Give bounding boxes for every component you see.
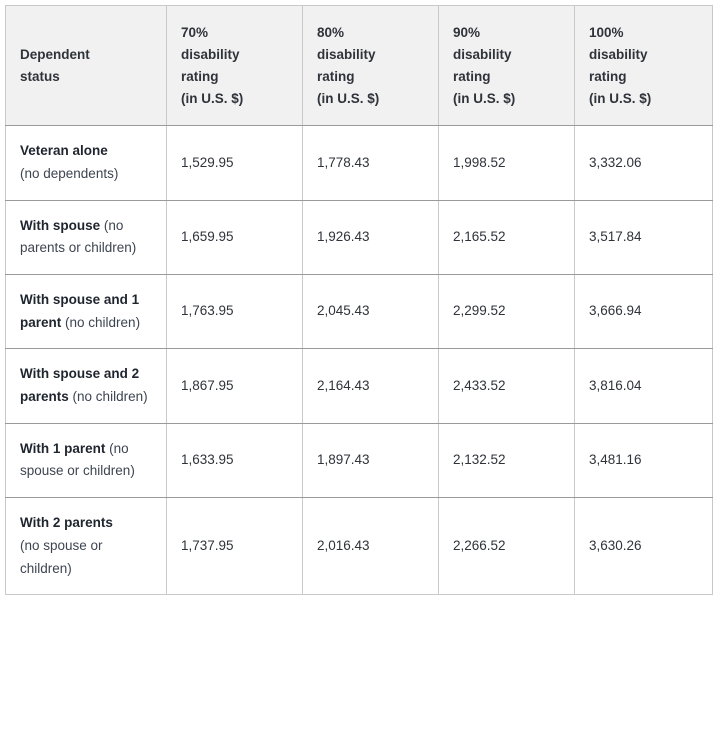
cell-dependent-status: With 2 parents (no spouse or children) bbox=[5, 497, 167, 595]
status-qualifier: (no dependents) bbox=[20, 166, 119, 182]
cell-rate-100: 3,666.94 bbox=[574, 274, 713, 350]
status-label: With spouse and 1 parent bbox=[20, 292, 140, 330]
table-body: Veteran alone (no dependents) 1,529.95 1,… bbox=[5, 125, 713, 595]
column-header-dependent-status: Dependent status bbox=[5, 5, 167, 127]
cell-dependent-status: With spouse (no parents or children) bbox=[5, 200, 167, 276]
header-line: status bbox=[20, 68, 60, 84]
cell-rate-70: 1,633.95 bbox=[166, 423, 303, 499]
header-line: disability bbox=[181, 46, 240, 62]
status-qualifier: (no children) bbox=[72, 389, 148, 405]
status-qualifier: (no spouse or children) bbox=[20, 537, 103, 576]
table-row: With spouse (no parents or children) 1,6… bbox=[5, 200, 713, 276]
status-label: Veteran alone bbox=[20, 143, 108, 159]
cell-rate-70: 1,529.95 bbox=[166, 125, 303, 201]
header-line: 90% bbox=[453, 25, 481, 40]
header-line: (in U.S. $) bbox=[589, 90, 652, 106]
status-label: With 1 parent bbox=[20, 440, 106, 456]
status-qualifier: (no spouse or children) bbox=[20, 440, 135, 479]
table-row: With 1 parent (no spouse or children) 1,… bbox=[5, 423, 713, 499]
status-label: With spouse and 2 parents bbox=[20, 366, 140, 405]
cell-rate-100: 3,630.26 bbox=[574, 497, 713, 595]
table-header: Dependent status 70% disability rating (… bbox=[5, 5, 713, 127]
header-line: rating bbox=[453, 68, 491, 84]
cell-dependent-status: With spouse and 1 parent (no children) bbox=[5, 274, 167, 350]
cell-rate-70: 1,659.95 bbox=[166, 200, 303, 276]
header-line: rating bbox=[181, 68, 219, 84]
header-line: (in U.S. $) bbox=[181, 90, 244, 106]
header-line: (in U.S. $) bbox=[453, 90, 516, 106]
column-header-rate-70: 70% disability rating (in U.S. $) bbox=[166, 5, 303, 127]
header-line: disability bbox=[589, 46, 648, 62]
cell-rate-80: 1,778.43 bbox=[302, 125, 439, 201]
header-row: Dependent status 70% disability rating (… bbox=[5, 5, 713, 127]
status-qualifier: (no children) bbox=[65, 314, 141, 330]
table-row: Veteran alone (no dependents) 1,529.95 1,… bbox=[5, 125, 713, 201]
cell-dependent-status: Veteran alone (no dependents) bbox=[5, 125, 167, 201]
header-line: 80% bbox=[317, 25, 345, 40]
header-line: rating bbox=[589, 68, 627, 84]
cell-rate-100: 3,517.84 bbox=[574, 200, 713, 276]
cell-rate-100: 3,816.04 bbox=[574, 348, 713, 424]
table-row: With spouse and 2 parents (no children) … bbox=[5, 348, 713, 424]
status-qualifier: (no parents or children) bbox=[20, 217, 137, 256]
table-row: With spouse and 1 parent (no children) 1… bbox=[5, 274, 713, 350]
table-row: With 2 parents (no spouse or children) 1,… bbox=[5, 497, 713, 595]
status-label: With 2 parents bbox=[20, 515, 113, 531]
cell-rate-70: 1,867.95 bbox=[166, 348, 303, 424]
compensation-rates-table: Dependent status 70% disability rating (… bbox=[5, 5, 713, 596]
header-line: Dependent bbox=[20, 46, 90, 62]
cell-rate-70: 1,763.95 bbox=[166, 274, 303, 350]
column-header-rate-90: 90% disability rating (in U.S. $) bbox=[438, 5, 575, 127]
cell-rate-90: 1,998.52 bbox=[438, 125, 575, 201]
cell-rate-90: 2,132.52 bbox=[438, 423, 575, 499]
cell-rate-80: 2,016.43 bbox=[302, 497, 439, 595]
status-label: With spouse bbox=[20, 217, 101, 233]
cell-rate-90: 2,299.52 bbox=[438, 274, 575, 350]
cell-rate-90: 2,266.52 bbox=[438, 497, 575, 595]
cell-rate-80: 1,926.43 bbox=[302, 200, 439, 276]
header-line: 70% bbox=[181, 25, 209, 40]
header-line: disability bbox=[453, 46, 512, 62]
cell-rate-90: 2,165.52 bbox=[438, 200, 575, 276]
column-header-rate-100: 100% disability rating (in U.S. $) bbox=[574, 5, 713, 127]
cell-rate-90: 2,433.52 bbox=[438, 348, 575, 424]
cell-rate-80: 1,897.43 bbox=[302, 423, 439, 499]
cell-rate-70: 1,737.95 bbox=[166, 497, 303, 595]
column-header-rate-80: 80% disability rating (in U.S. $) bbox=[302, 5, 439, 127]
cell-rate-80: 2,164.43 bbox=[302, 348, 439, 424]
cell-rate-100: 3,332.06 bbox=[574, 125, 713, 201]
header-line: rating bbox=[317, 68, 355, 84]
cell-rate-80: 2,045.43 bbox=[302, 274, 439, 350]
cell-dependent-status: With spouse and 2 parents (no children) bbox=[5, 348, 167, 424]
cell-dependent-status: With 1 parent (no spouse or children) bbox=[5, 423, 167, 499]
cell-rate-100: 3,481.16 bbox=[574, 423, 713, 499]
header-line: 100% bbox=[589, 25, 624, 40]
header-line: (in U.S. $) bbox=[317, 90, 380, 106]
header-line: disability bbox=[317, 46, 376, 62]
